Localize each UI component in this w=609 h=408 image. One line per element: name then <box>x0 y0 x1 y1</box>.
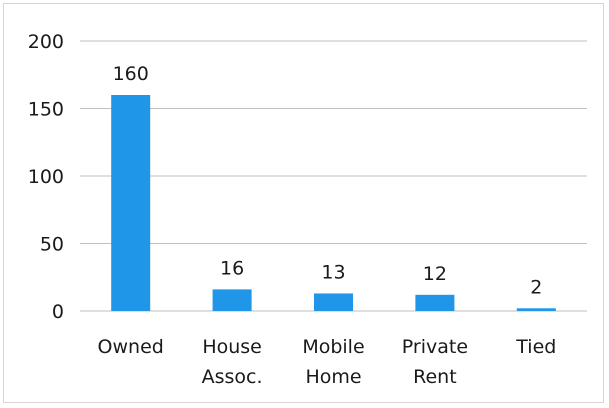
x-category-label: Tied <box>515 336 556 358</box>
y-tick-label: 200 <box>28 31 64 53</box>
data-label: 12 <box>423 263 447 285</box>
bar <box>212 289 252 311</box>
bar <box>415 294 455 311</box>
data-label: 2 <box>530 276 542 298</box>
bar <box>111 95 151 311</box>
data-label: 16 <box>220 257 244 279</box>
x-axis-categories: Owned House Assoc. Mobile Home Private Rent Tie… <box>98 336 557 388</box>
data-label: 13 <box>321 261 345 283</box>
x-category-label: Rent <box>413 366 457 388</box>
bar <box>314 293 353 311</box>
y-tick-label: 0 <box>52 301 64 323</box>
x-category-label: Home <box>305 366 361 388</box>
chart-frame: 160 16 13 12 2 0 50 100 150 200 Owned House Assoc.… <box>3 3 604 403</box>
x-category-label: Mobile <box>302 336 364 358</box>
x-category-label: Owned <box>98 336 164 358</box>
bars <box>111 95 556 311</box>
bar <box>516 308 556 311</box>
x-category-label: Private <box>402 336 468 358</box>
bar-chart: 160 16 13 12 2 0 50 100 150 200 Owned House Assoc.… <box>28 31 587 388</box>
gridlines <box>80 40 587 312</box>
x-category-label: House <box>202 336 262 358</box>
y-tick-label: 150 <box>28 99 64 121</box>
x-category-label: Assoc. <box>202 366 263 388</box>
y-axis-ticks: 0 50 100 150 200 <box>28 31 64 323</box>
data-labels: 160 16 13 12 2 <box>113 63 543 298</box>
y-tick-label: 100 <box>28 166 64 188</box>
data-label: 160 <box>113 63 149 85</box>
y-tick-label: 50 <box>40 234 64 256</box>
